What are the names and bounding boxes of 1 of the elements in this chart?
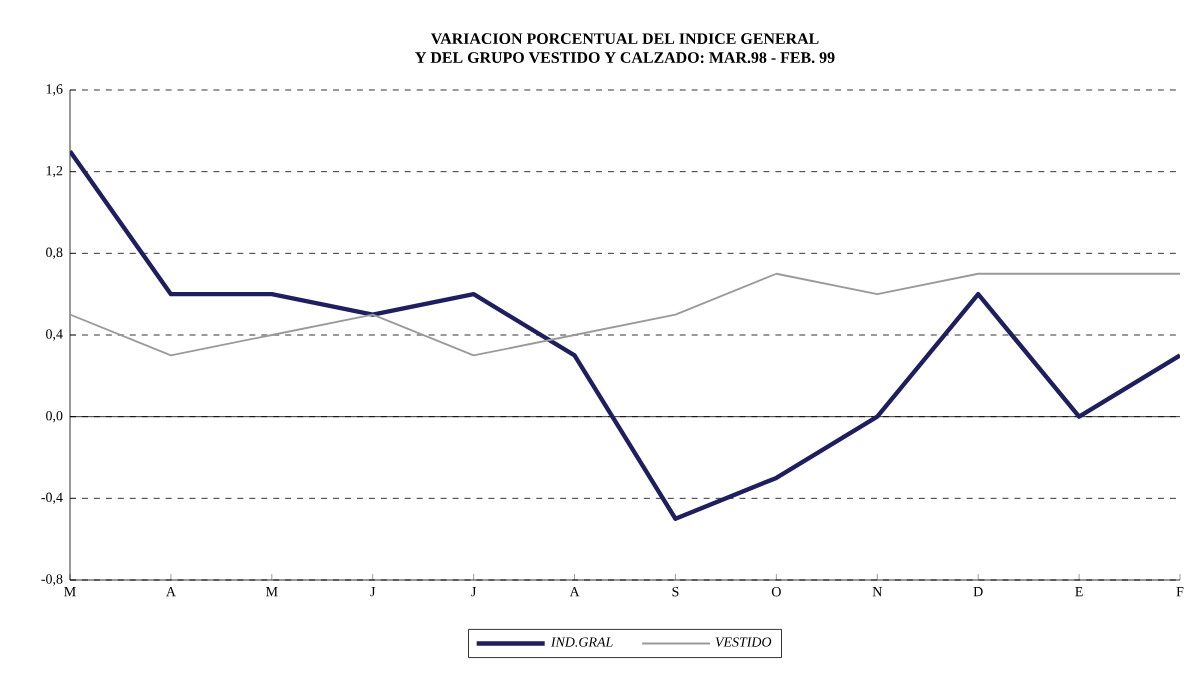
line-series — [70, 149, 1181, 521]
